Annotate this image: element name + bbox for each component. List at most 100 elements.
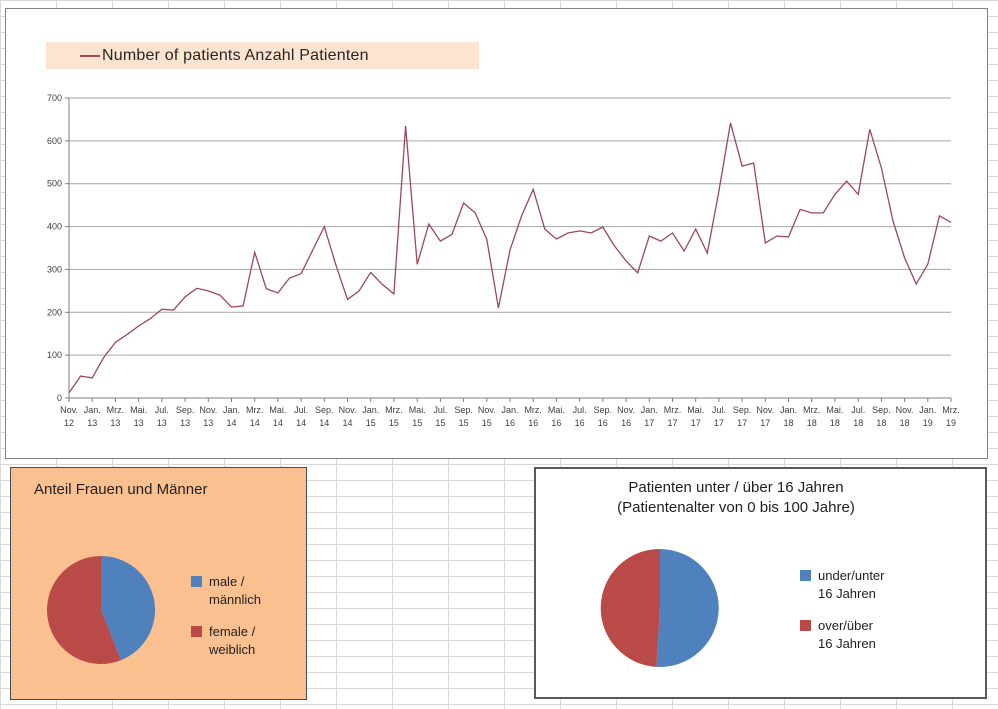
svg-text:500: 500: [47, 179, 62, 189]
svg-text:Jan.: Jan.: [780, 405, 797, 415]
svg-text:0: 0: [57, 393, 62, 403]
svg-text:Jul.: Jul.: [573, 405, 587, 415]
legend-label-female: female / weiblich: [209, 624, 256, 657]
svg-text:Jul.: Jul.: [294, 405, 308, 415]
svg-text:Sep.: Sep.: [315, 405, 334, 415]
svg-text:Jul.: Jul.: [851, 405, 865, 415]
line-chart-legend[interactable]: Number of patients Anzahl Patienten: [46, 42, 479, 69]
svg-text:14: 14: [296, 418, 306, 428]
svg-text:14: 14: [250, 418, 260, 428]
svg-text:Jan.: Jan.: [223, 405, 240, 415]
svg-text:Nov.: Nov.: [617, 405, 635, 415]
svg-text:16: 16: [551, 418, 561, 428]
svg-text:17: 17: [737, 418, 747, 428]
svg-text:Nov.: Nov.: [756, 405, 774, 415]
svg-text:Mrz.: Mrz.: [246, 405, 264, 415]
svg-text:Sep.: Sep.: [176, 405, 195, 415]
age-pie-chart-panel[interactable]: Patienten unter / über 16 Jahren (Patien…: [534, 467, 987, 699]
svg-text:13: 13: [203, 418, 213, 428]
gender-pie[interactable]: [45, 554, 157, 666]
under16-color-swatch-icon: [800, 570, 811, 581]
svg-text:Mai.: Mai.: [409, 405, 426, 415]
svg-text:Nov.: Nov.: [60, 405, 78, 415]
patients-line-chart-panel[interactable]: 0 100 200 300 400 500 600 700 Nov. 12 Jan. 13 Mrz. 13…: [5, 8, 988, 459]
svg-text:Mrz.: Mrz.: [942, 405, 960, 415]
svg-text:13: 13: [157, 418, 167, 428]
svg-text:Jul.: Jul.: [433, 405, 447, 415]
svg-text:Nov.: Nov.: [199, 405, 217, 415]
svg-text:600: 600: [47, 136, 62, 146]
series-line-marker-icon: [80, 54, 100, 57]
svg-text:16: 16: [598, 418, 608, 428]
svg-text:15: 15: [482, 418, 492, 428]
svg-text:14: 14: [319, 418, 329, 428]
svg-text:Mai.: Mai.: [687, 405, 704, 415]
svg-text:Jul.: Jul.: [155, 405, 169, 415]
svg-text:18: 18: [807, 418, 817, 428]
legend-label-under16: under/unter 16 Jahren: [818, 568, 885, 601]
svg-text:Jan.: Jan.: [362, 405, 379, 415]
patients-line-chart-plot[interactable]: 0 100 200 300 400 500 600 700 Nov. 12 Jan. 13 Mrz. 13…: [6, 9, 989, 460]
svg-text:13: 13: [134, 418, 144, 428]
svg-text:Mrz.: Mrz.: [803, 405, 821, 415]
svg-text:18: 18: [783, 418, 793, 428]
legend-entry-female: female / weiblich: [191, 623, 261, 659]
svg-text:Nov.: Nov.: [478, 405, 496, 415]
svg-text:16: 16: [528, 418, 538, 428]
svg-text:17: 17: [691, 418, 701, 428]
svg-text:15: 15: [459, 418, 469, 428]
svg-text:200: 200: [47, 307, 62, 317]
svg-text:Mai.: Mai.: [548, 405, 565, 415]
over16-color-swatch-icon: [800, 620, 811, 631]
svg-text:17: 17: [714, 418, 724, 428]
svg-text:Sep.: Sep.: [594, 405, 613, 415]
svg-text:18: 18: [876, 418, 886, 428]
svg-text:Jan.: Jan.: [501, 405, 518, 415]
svg-text:13: 13: [110, 418, 120, 428]
legend-entry-male: male / männlich: [191, 573, 261, 609]
svg-text:19: 19: [923, 418, 933, 428]
svg-text:Mrz.: Mrz.: [385, 405, 403, 415]
svg-text:700: 700: [47, 93, 62, 103]
svg-text:Mrz.: Mrz.: [664, 405, 682, 415]
svg-text:14: 14: [342, 418, 352, 428]
svg-text:Jan.: Jan.: [84, 405, 101, 415]
svg-text:16: 16: [505, 418, 515, 428]
svg-text:15: 15: [389, 418, 399, 428]
svg-text:Mai.: Mai.: [826, 405, 843, 415]
svg-text:Jul.: Jul.: [712, 405, 726, 415]
svg-text:12: 12: [64, 418, 74, 428]
svg-text:Nov.: Nov.: [339, 405, 357, 415]
svg-text:13: 13: [87, 418, 97, 428]
svg-text:Sep.: Sep.: [733, 405, 752, 415]
svg-text:Mrz.: Mrz.: [524, 405, 542, 415]
gender-pie-title: Anteil Frauen und Männer: [34, 481, 208, 498]
svg-text:400: 400: [47, 222, 62, 232]
svg-text:Sep.: Sep.: [454, 405, 473, 415]
female-color-swatch-icon: [191, 626, 202, 637]
svg-text:Jan.: Jan.: [919, 405, 936, 415]
svg-text:300: 300: [47, 264, 62, 274]
age-pie-legend[interactable]: under/unter 16 Jahren over/über 16 Jahre…: [800, 567, 885, 667]
svg-text:18: 18: [900, 418, 910, 428]
svg-text:17: 17: [644, 418, 654, 428]
svg-text:14: 14: [273, 418, 283, 428]
gender-pie-chart-panel[interactable]: Anteil Frauen und Männer male / männlich…: [10, 467, 307, 700]
svg-text:16: 16: [575, 418, 585, 428]
svg-text:17: 17: [667, 418, 677, 428]
svg-text:14: 14: [226, 418, 236, 428]
series-legend-label: Number of patients Anzahl Patienten: [102, 46, 369, 64]
age-pie-title: Patienten unter / über 16 Jahren (Patien…: [617, 479, 855, 516]
male-color-swatch-icon: [191, 576, 202, 587]
svg-text:Sep.: Sep.: [872, 405, 891, 415]
svg-text:19: 19: [946, 418, 956, 428]
gender-pie-legend[interactable]: male / männlich female / weiblich: [191, 573, 261, 673]
svg-text:16: 16: [621, 418, 631, 428]
svg-text:Mrz.: Mrz.: [107, 405, 125, 415]
svg-text:18: 18: [830, 418, 840, 428]
svg-text:17: 17: [760, 418, 770, 428]
svg-text:13: 13: [180, 418, 190, 428]
svg-text:Mai.: Mai.: [130, 405, 147, 415]
age-pie[interactable]: [600, 548, 720, 668]
